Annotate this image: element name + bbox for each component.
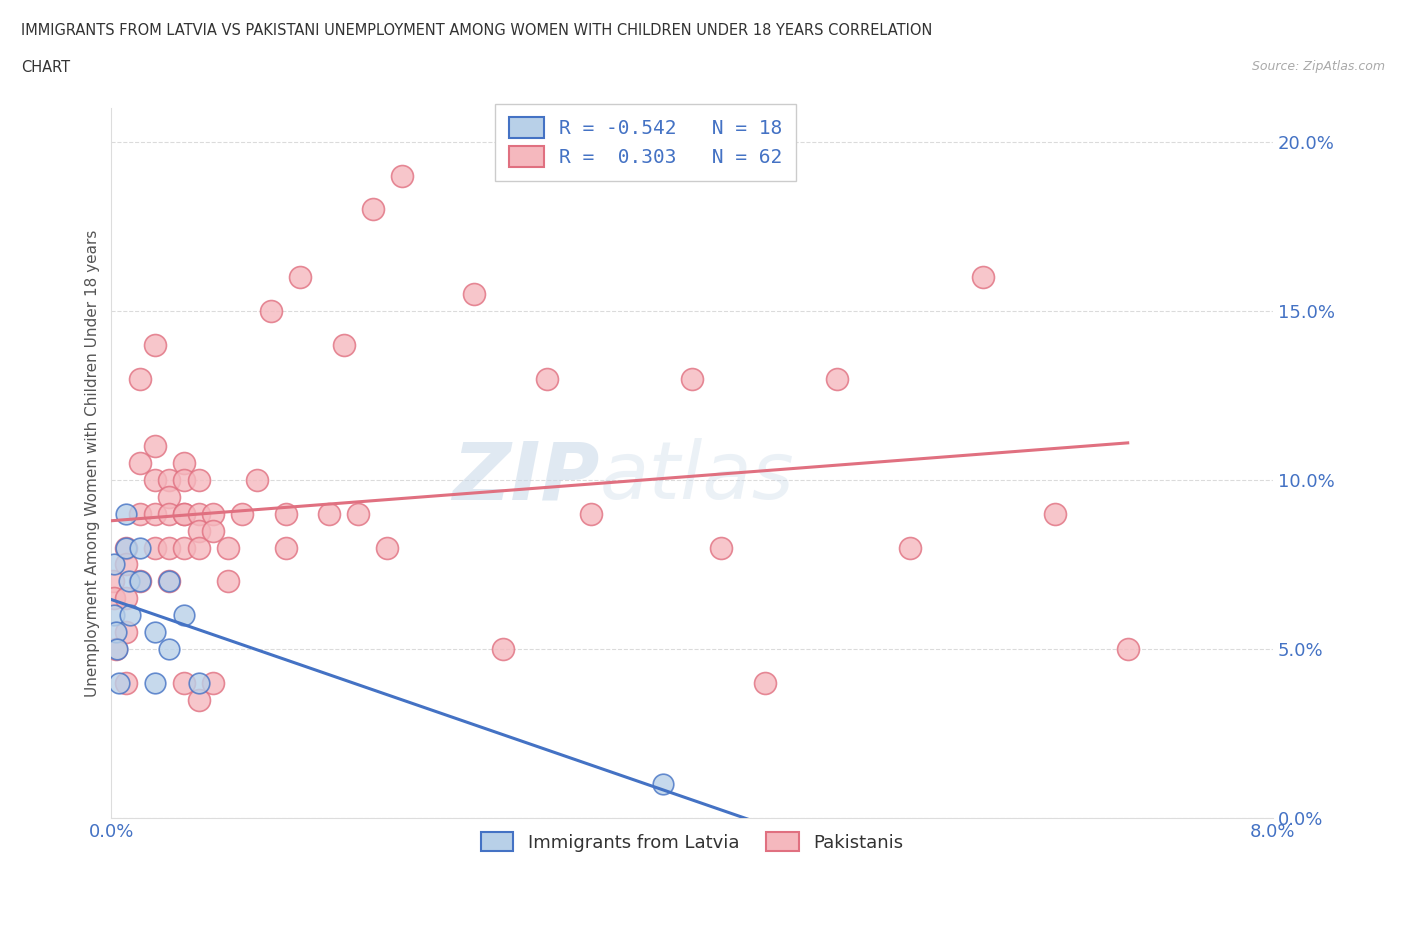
Point xyxy=(173,506,195,521)
Point xyxy=(107,675,129,690)
Point xyxy=(173,540,195,555)
Point xyxy=(129,506,152,521)
Legend: Immigrants from Latvia, Pakistanis: Immigrants from Latvia, Pakistanis xyxy=(474,825,911,858)
Point xyxy=(260,303,283,318)
Point xyxy=(159,574,181,589)
Point xyxy=(375,540,398,555)
Point xyxy=(710,540,733,555)
Point xyxy=(103,591,125,605)
Point xyxy=(115,557,138,572)
Point xyxy=(120,608,142,623)
Point xyxy=(492,642,515,657)
Point xyxy=(129,371,152,386)
Point xyxy=(143,338,166,352)
Point xyxy=(173,506,195,521)
Point xyxy=(159,540,181,555)
Point xyxy=(217,540,239,555)
Point xyxy=(202,675,225,690)
Point xyxy=(143,625,166,640)
Text: ZIP: ZIP xyxy=(451,438,599,516)
Point xyxy=(115,675,138,690)
Point xyxy=(143,439,166,454)
Point xyxy=(129,574,152,589)
Point xyxy=(129,540,152,555)
Point xyxy=(827,371,849,386)
Point xyxy=(652,777,675,791)
Point xyxy=(104,625,127,640)
Point xyxy=(173,456,195,471)
Point xyxy=(898,540,921,555)
Point xyxy=(187,524,209,538)
Point xyxy=(143,506,166,521)
Point xyxy=(288,270,311,285)
Point xyxy=(173,472,195,487)
Point xyxy=(159,642,181,657)
Point xyxy=(274,540,297,555)
Point xyxy=(115,540,138,555)
Point xyxy=(105,642,128,657)
Point xyxy=(159,489,181,504)
Point xyxy=(463,286,485,301)
Point xyxy=(202,524,225,538)
Point xyxy=(361,202,384,217)
Point xyxy=(104,642,127,657)
Point xyxy=(159,472,181,487)
Point xyxy=(129,574,152,589)
Point xyxy=(332,338,354,352)
Point xyxy=(536,371,558,386)
Point xyxy=(115,625,138,640)
Point xyxy=(143,472,166,487)
Point xyxy=(681,371,703,386)
Point xyxy=(115,506,138,521)
Point xyxy=(972,270,994,285)
Text: Source: ZipAtlas.com: Source: ZipAtlas.com xyxy=(1251,60,1385,73)
Point xyxy=(115,591,138,605)
Point xyxy=(159,574,181,589)
Point xyxy=(187,472,209,487)
Point xyxy=(202,506,225,521)
Point xyxy=(187,506,209,521)
Point xyxy=(129,456,152,471)
Point xyxy=(159,506,181,521)
Point xyxy=(274,506,297,521)
Point xyxy=(101,574,124,589)
Point xyxy=(143,540,166,555)
Point xyxy=(103,608,125,623)
Point xyxy=(118,574,141,589)
Point xyxy=(115,540,138,555)
Point xyxy=(143,675,166,690)
Point xyxy=(103,557,125,572)
Point xyxy=(246,472,269,487)
Point xyxy=(187,692,209,707)
Point xyxy=(391,168,413,183)
Point xyxy=(318,506,340,521)
Point xyxy=(579,506,602,521)
Point xyxy=(1116,642,1139,657)
Point xyxy=(1043,506,1066,521)
Point xyxy=(173,675,195,690)
Point xyxy=(173,608,195,623)
Point xyxy=(187,540,209,555)
Point xyxy=(187,675,209,690)
Text: IMMIGRANTS FROM LATVIA VS PAKISTANI UNEMPLOYMENT AMONG WOMEN WITH CHILDREN UNDER: IMMIGRANTS FROM LATVIA VS PAKISTANI UNEM… xyxy=(21,23,932,38)
Text: atlas: atlas xyxy=(599,438,794,516)
Y-axis label: Unemployment Among Women with Children Under 18 years: Unemployment Among Women with Children U… xyxy=(86,230,100,697)
Point xyxy=(231,506,253,521)
Text: CHART: CHART xyxy=(21,60,70,75)
Point xyxy=(217,574,239,589)
Point xyxy=(754,675,776,690)
Point xyxy=(347,506,370,521)
